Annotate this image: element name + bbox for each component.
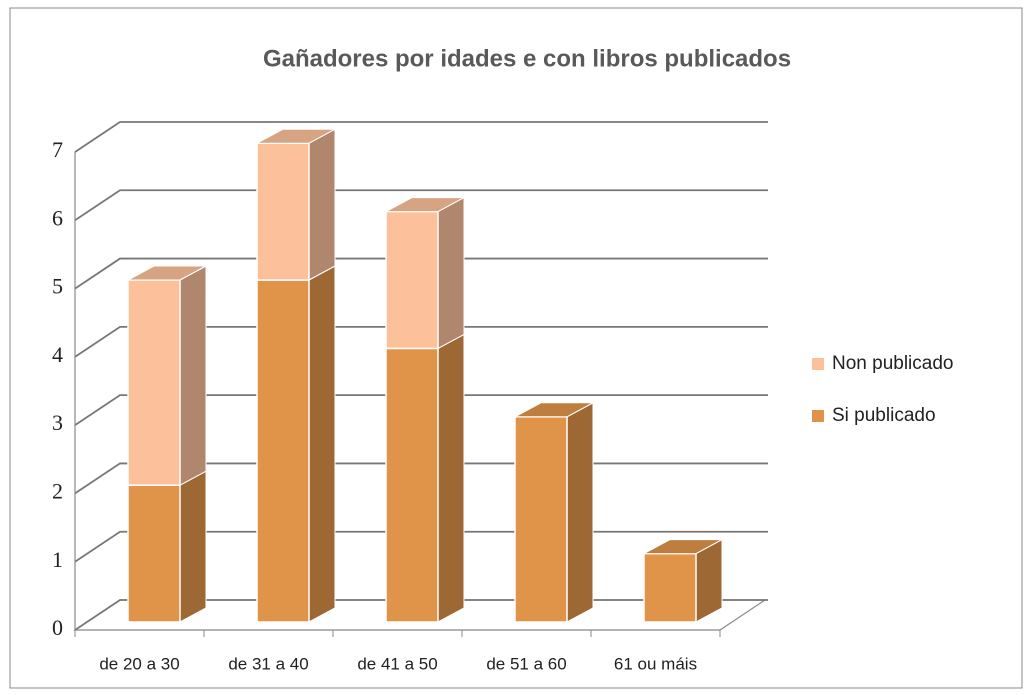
y-tick-label: 6 <box>52 205 63 230</box>
legend-swatch <box>812 358 824 370</box>
bar <box>385 210 439 350</box>
bar-side <box>308 265 336 623</box>
y-tick-label: 0 <box>52 615 63 640</box>
bar-top <box>385 197 465 213</box>
bar-top <box>127 265 207 281</box>
x-tick-label: de 20 a 30 <box>99 654 179 673</box>
bar <box>514 416 568 623</box>
grid-line <box>74 121 768 153</box>
bar <box>385 347 439 623</box>
bar-side <box>437 333 465 623</box>
chart-title: Gañadores por idades e con libros public… <box>263 45 791 72</box>
y-tick-label: 4 <box>52 342 63 367</box>
y-tick-label: 7 <box>52 137 63 162</box>
bar-top <box>256 128 336 144</box>
grid-line <box>74 325 768 358</box>
legend-label: Non publicado <box>832 353 953 374</box>
bar <box>127 484 181 623</box>
bar-top <box>643 539 723 555</box>
bar-side <box>308 128 336 281</box>
bar-side <box>437 196 465 350</box>
bar-side <box>179 470 207 623</box>
x-tick-label: de 31 a 40 <box>228 654 308 673</box>
grid-line <box>74 257 768 290</box>
bar <box>127 279 181 486</box>
x-tick-label: de 51 a 60 <box>486 654 566 673</box>
bar-top <box>514 402 594 418</box>
y-tick-label: 5 <box>52 274 63 299</box>
bar-side <box>566 401 594 623</box>
legend-label: Si publicado <box>832 405 936 426</box>
grid-line <box>74 189 768 222</box>
y-tick-label: 1 <box>52 547 63 572</box>
bar <box>256 142 310 281</box>
bar-side <box>179 265 207 487</box>
x-tick-label: 61 ou máis <box>614 654 697 673</box>
legend-swatch <box>812 410 824 422</box>
bar <box>256 279 310 623</box>
x-tick-label: de 41 a 50 <box>357 654 437 673</box>
grid-line <box>74 394 768 426</box>
y-tick-label: 2 <box>52 478 63 503</box>
y-tick-label: 3 <box>52 410 63 435</box>
bar <box>643 552 697 623</box>
